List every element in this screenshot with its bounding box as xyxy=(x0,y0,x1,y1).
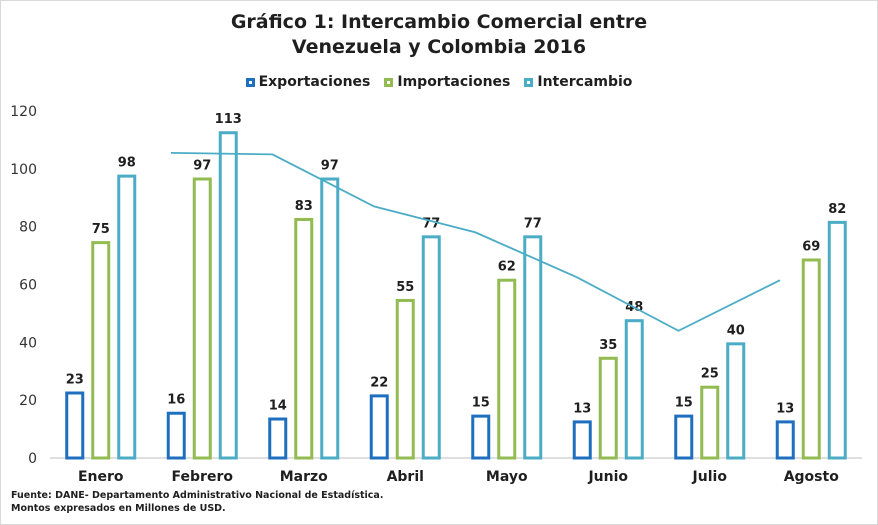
data-label: 22 xyxy=(370,375,388,390)
data-label: 15 xyxy=(472,396,490,411)
legend-swatch-intercambio xyxy=(524,77,534,87)
legend: Exportaciones Importaciones Intercambio xyxy=(0,74,878,90)
bar-importaciones xyxy=(192,177,212,460)
x-tick-label: Julio xyxy=(692,469,728,485)
bar-importaciones xyxy=(497,278,517,460)
source-note: Fuente: DANE- Departamento Administrativ… xyxy=(11,490,384,501)
bar-intercambio xyxy=(827,220,847,460)
data-label: 13 xyxy=(776,401,794,416)
legend-label-exportaciones: Exportaciones xyxy=(258,74,371,90)
x-tick-label: Agosto xyxy=(784,469,840,485)
data-label: 40 xyxy=(727,323,745,338)
data-label: 83 xyxy=(295,199,313,214)
legend-swatch-importaciones xyxy=(384,77,394,87)
bar-intercambio xyxy=(320,177,340,460)
x-tick-label: Mayo xyxy=(486,469,528,485)
bar-exportaciones xyxy=(775,420,795,460)
data-label: 55 xyxy=(396,280,414,295)
bar-exportaciones xyxy=(166,411,186,460)
x-tick-label: Marzo xyxy=(280,469,328,485)
data-label: 14 xyxy=(269,399,287,414)
data-label: 13 xyxy=(573,401,591,416)
legend-item-exportaciones: Exportaciones xyxy=(245,74,371,90)
bar-exportaciones xyxy=(674,414,694,460)
bar-exportaciones xyxy=(572,420,592,460)
bar-intercambio xyxy=(218,131,238,460)
x-tick-label: Enero xyxy=(78,469,124,485)
data-label: 75 xyxy=(92,222,110,237)
bar-intercambio xyxy=(726,342,746,460)
bar-intercambio xyxy=(421,235,441,460)
data-label: 62 xyxy=(498,260,516,275)
x-tick-label: Febrero xyxy=(172,469,234,485)
y-tick-label: 80 xyxy=(19,220,37,236)
data-label: 23 xyxy=(66,372,84,387)
y-tick-label: 20 xyxy=(19,393,37,409)
data-label: 69 xyxy=(802,239,820,254)
bar-importaciones xyxy=(700,385,720,460)
bar-intercambio xyxy=(117,174,137,460)
y-tick-label: 100 xyxy=(10,162,37,178)
data-label: 113 xyxy=(215,112,242,127)
x-tick-label: Abril xyxy=(387,469,424,485)
y-tick-label: 60 xyxy=(19,278,37,294)
bar-exportaciones xyxy=(369,394,389,460)
bar-importaciones xyxy=(801,258,821,460)
trendline xyxy=(170,152,781,332)
y-tick-label: 120 xyxy=(10,104,37,120)
data-label: 97 xyxy=(193,159,211,174)
bar-importaciones xyxy=(598,356,618,460)
data-label: 97 xyxy=(321,159,339,174)
legend-item-intercambio: Intercambio xyxy=(524,74,632,90)
y-tick-label: 0 xyxy=(28,451,37,467)
bar-exportaciones xyxy=(268,417,288,460)
chart-title-line2: Venezuela y Colombia 2016 xyxy=(291,36,587,58)
data-label: 35 xyxy=(599,338,617,353)
data-label: 25 xyxy=(701,367,719,382)
bar-importaciones xyxy=(294,217,314,460)
data-label: 98 xyxy=(118,156,136,171)
legend-swatch-exportaciones xyxy=(245,77,255,87)
x-tick-label: Junio xyxy=(587,469,628,485)
bar-importaciones xyxy=(395,298,415,460)
chart-title-line1: Gráfico 1: Intercambio Comercial entre xyxy=(230,11,648,33)
data-label: 15 xyxy=(675,396,693,411)
bar-intercambio xyxy=(523,235,543,460)
data-label: 16 xyxy=(167,393,185,408)
bar-exportaciones xyxy=(471,414,491,460)
units-note: Montos expresados en Millones de USD. xyxy=(11,503,226,514)
legend-label-importaciones: Importaciones xyxy=(397,74,511,90)
bar-exportaciones xyxy=(65,391,85,460)
legend-label-intercambio: Intercambio xyxy=(537,74,633,90)
legend-item-importaciones: Importaciones xyxy=(384,74,510,90)
data-label: 82 xyxy=(828,202,846,217)
bar-importaciones xyxy=(91,241,111,460)
bar-intercambio xyxy=(624,319,644,460)
y-tick-label: 40 xyxy=(19,335,37,351)
data-label: 77 xyxy=(524,216,542,231)
